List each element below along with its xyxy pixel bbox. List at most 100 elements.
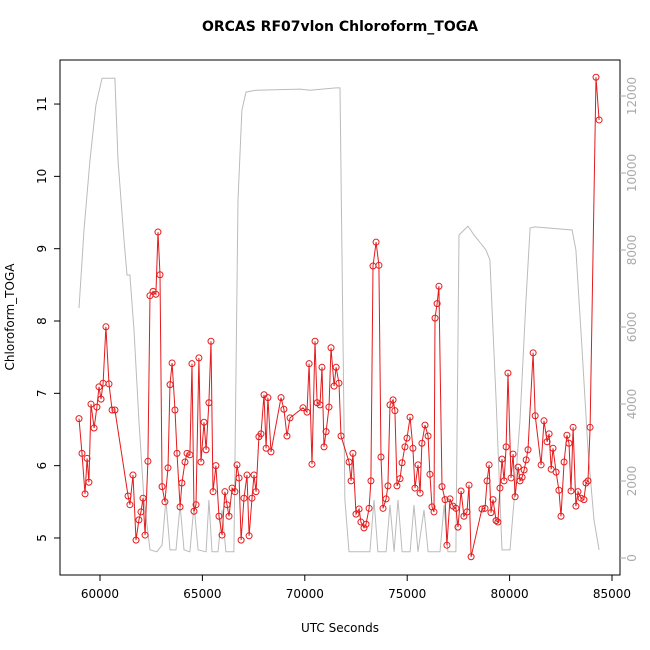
data-point: [362, 520, 370, 528]
data-point: [237, 536, 245, 544]
data-point: [485, 461, 493, 469]
data-point: [500, 477, 508, 485]
y-tick-label: 5: [35, 534, 49, 542]
data-point: [345, 458, 353, 466]
data-point: [489, 496, 497, 504]
data-point: [207, 337, 215, 345]
data-point: [161, 498, 169, 506]
data-point: [524, 446, 532, 454]
data-point: [580, 496, 588, 504]
data-point: [418, 439, 426, 447]
data-point: [233, 461, 241, 469]
data-point: [332, 363, 340, 371]
data-point: [215, 512, 223, 520]
y2-tick-label: 12000: [625, 77, 639, 115]
data-point: [426, 470, 434, 478]
data-point: [504, 369, 512, 377]
data-point: [446, 495, 454, 503]
data-point: [188, 360, 196, 368]
data-point: [498, 455, 506, 463]
data-point: [81, 490, 89, 498]
data-point: [396, 475, 404, 483]
data-point: [393, 482, 401, 490]
data-point: [262, 444, 270, 452]
data-point: [176, 503, 184, 511]
data-point: [569, 423, 577, 431]
y2-tick-label: 8000: [625, 235, 639, 266]
data-point: [250, 471, 258, 479]
data-point: [311, 337, 319, 345]
data-point: [156, 271, 164, 279]
data-point: [401, 443, 409, 451]
data-point: [478, 505, 486, 513]
data-point: [507, 474, 515, 482]
data-point: [124, 492, 132, 500]
data-point: [416, 489, 424, 497]
data-point: [252, 488, 260, 496]
series-line: [78, 77, 600, 553]
data-point: [132, 536, 140, 544]
data-point: [382, 495, 390, 503]
data-point: [421, 421, 429, 429]
y-tick-label: 6: [35, 462, 49, 470]
data-point: [126, 501, 134, 509]
data-point: [563, 431, 571, 439]
data-point: [586, 423, 594, 431]
data-point: [245, 532, 253, 540]
data-point: [166, 381, 174, 389]
x-tick-label: 60000: [81, 587, 119, 601]
data-point: [377, 453, 385, 461]
data-point: [487, 509, 495, 517]
data-point: [78, 449, 86, 457]
data-point: [223, 501, 231, 509]
data-point: [75, 415, 83, 423]
data-point: [240, 494, 248, 502]
y2-tick-label: 6000: [625, 312, 639, 343]
data-point: [195, 354, 203, 362]
data-point: [492, 517, 500, 525]
data-point: [221, 488, 229, 496]
data-point: [467, 553, 475, 561]
data-point: [327, 344, 335, 352]
data-point: [83, 454, 91, 462]
data-point: [355, 505, 363, 513]
x-tick-label: 65000: [183, 587, 221, 601]
data-point: [225, 512, 233, 520]
data-point: [111, 406, 119, 414]
data-point: [264, 394, 272, 402]
x-tick-label: 75000: [388, 587, 426, 601]
data-point: [320, 443, 328, 451]
data-point: [518, 473, 526, 481]
data-point: [105, 380, 113, 388]
data-point: [406, 413, 414, 421]
data-point: [522, 456, 530, 464]
data-point: [190, 507, 198, 515]
data-point: [154, 228, 162, 236]
plot-frame: [59, 59, 621, 576]
data-point: [97, 395, 105, 403]
data-point: [414, 461, 422, 469]
data-point: [431, 314, 439, 322]
y-tick-label: 11: [35, 96, 49, 111]
data-point: [102, 323, 110, 331]
data-point: [349, 449, 357, 457]
data-point: [108, 406, 116, 414]
data-point: [200, 418, 208, 426]
x-axis-label: UTC Seconds: [301, 621, 379, 635]
data-point: [511, 493, 519, 501]
data-point: [465, 481, 473, 489]
data-point: [582, 479, 590, 487]
data-point: [85, 478, 93, 486]
y2-tick-label: 2000: [625, 466, 639, 497]
y-tick-label: 9: [35, 245, 49, 253]
y2-tick-label: 4000: [625, 389, 639, 420]
data-point: [283, 432, 291, 440]
data-point: [95, 383, 103, 391]
data-point: [257, 430, 265, 438]
y2-tick-label: 0: [625, 554, 639, 562]
data-point: [197, 458, 205, 466]
data-point: [325, 403, 333, 411]
x-tick-label: 80000: [490, 587, 528, 601]
data-point: [552, 468, 560, 476]
